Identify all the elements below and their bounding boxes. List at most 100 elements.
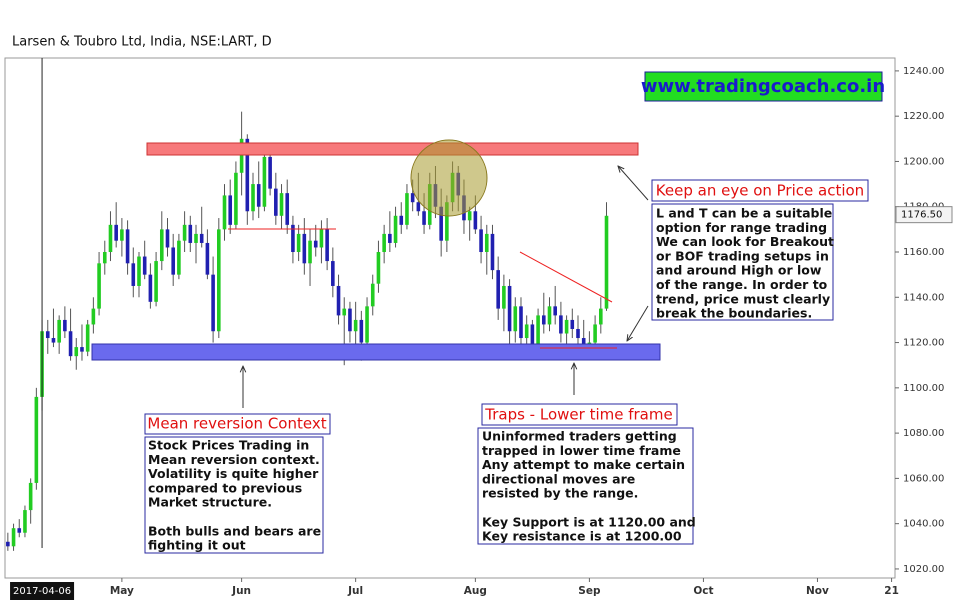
- candle-body: [274, 188, 278, 216]
- candle-body: [251, 184, 255, 212]
- title-box: [144, 413, 331, 435]
- box-line: of the range. In order to: [656, 277, 828, 292]
- candle-body: [422, 211, 426, 225]
- box-line: Uninformed traders getting: [482, 429, 677, 444]
- candle-body: [28, 482, 33, 511]
- candle-body: [541, 315, 546, 325]
- y-tick-label: 1060.00: [903, 473, 944, 484]
- candle-body: [479, 229, 483, 253]
- resistance-band: [146, 142, 639, 156]
- website-box: [644, 71, 883, 102]
- candle-body: [194, 233, 198, 243]
- candle-body: [205, 242, 210, 275]
- candle-body: [599, 308, 603, 325]
- box-line: Key resistance is at 1200.00: [482, 529, 682, 544]
- candle-body: [502, 285, 506, 309]
- highlight-circle: [410, 139, 488, 217]
- candle-body: [519, 306, 523, 339]
- x-tick-label: Jun: [231, 585, 251, 597]
- x-tick-label: 21: [884, 585, 899, 597]
- candle-body: [74, 347, 79, 357]
- candle-body: [199, 233, 204, 243]
- candle-body: [51, 338, 56, 343]
- candle-body: [547, 306, 552, 325]
- x-tick-label: Sep: [578, 585, 601, 597]
- candle-body: [165, 229, 170, 248]
- arrow: [627, 305, 649, 341]
- box-line: Stock Prices Trading in: [148, 438, 309, 453]
- candle-body: [148, 274, 153, 302]
- box-line: resisted by the range.: [482, 486, 638, 501]
- support-band: [91, 343, 661, 361]
- candle-body: [11, 528, 16, 547]
- candle-body: [353, 319, 358, 332]
- box-line: break the boundaries.: [656, 306, 812, 321]
- candle-body: [410, 193, 415, 203]
- trend-line: [519, 251, 613, 303]
- box-line: option for range trading: [656, 220, 827, 235]
- candle-body: [211, 274, 215, 332]
- candle-body: [63, 319, 67, 332]
- candle-body: [393, 215, 398, 243]
- candle-body: [80, 347, 84, 352]
- candle-body: [159, 229, 164, 262]
- candle-body: [296, 233, 301, 253]
- text-box: [144, 436, 324, 554]
- candle-body: [45, 331, 50, 339]
- candle-body: [142, 256, 147, 275]
- candle-body: [131, 263, 136, 286]
- cursor-box: [10, 582, 75, 600]
- candle-body: [467, 211, 472, 221]
- candle-body: [91, 308, 96, 325]
- candle-body: [530, 324, 535, 348]
- y-tick-label: 1160.00: [903, 247, 944, 258]
- candle-body: [217, 229, 221, 332]
- plot-frame: [4, 57, 896, 579]
- candle-body: [188, 224, 193, 243]
- box-line: Key Support is at 1120.00 and: [482, 514, 696, 529]
- y-tick-label: 1120.00: [903, 338, 944, 349]
- text-box: [651, 203, 834, 321]
- box-title: Traps - Lower time frame: [484, 406, 672, 424]
- candle-body: [382, 233, 386, 253]
- candle-body: [268, 156, 272, 189]
- candle-body: [319, 229, 324, 248]
- candle-body: [177, 240, 181, 275]
- candle-body: [245, 138, 250, 212]
- candle-body: [376, 252, 381, 284]
- candle-body: [234, 172, 238, 225]
- candle-body: [484, 233, 489, 253]
- candle-body: [524, 324, 529, 339]
- box-line: Mean reversion context.: [148, 452, 320, 467]
- candle-body: [365, 306, 369, 343]
- y-tick-label: 1100.00: [903, 383, 944, 394]
- x-tick-label: Jul: [347, 585, 363, 597]
- candle-body: [570, 319, 575, 329]
- candle-body: [399, 215, 404, 225]
- candle-body: [6, 541, 10, 547]
- candle-body: [302, 233, 307, 264]
- candle-body: [279, 193, 284, 216]
- candle-body: [262, 156, 267, 207]
- candle-body: [439, 206, 443, 241]
- title-box: [481, 403, 678, 426]
- y-tick-label: 1040.00: [903, 519, 944, 530]
- candle-body: [581, 338, 586, 348]
- candle-body: [182, 224, 187, 241]
- candle-body: [559, 315, 563, 334]
- candle-body: [114, 224, 118, 241]
- box-line: trapped in lower time frame: [482, 443, 681, 458]
- y-tick-label: 1140.00: [903, 292, 944, 303]
- y-tick-label: 1020.00: [903, 564, 944, 575]
- candle-body: [513, 306, 518, 332]
- y-tick-label: 1200.00: [903, 156, 944, 167]
- candle-body: [102, 252, 107, 264]
- candle-body: [34, 396, 39, 483]
- candle-body: [325, 229, 329, 262]
- x-tick-label: Aug: [464, 585, 487, 597]
- candle-body: [308, 240, 312, 264]
- website: www.tradingcoach.co.in: [641, 76, 885, 97]
- candle-body: [336, 285, 341, 316]
- candle-body: [342, 308, 347, 316]
- candle-body: [507, 285, 512, 332]
